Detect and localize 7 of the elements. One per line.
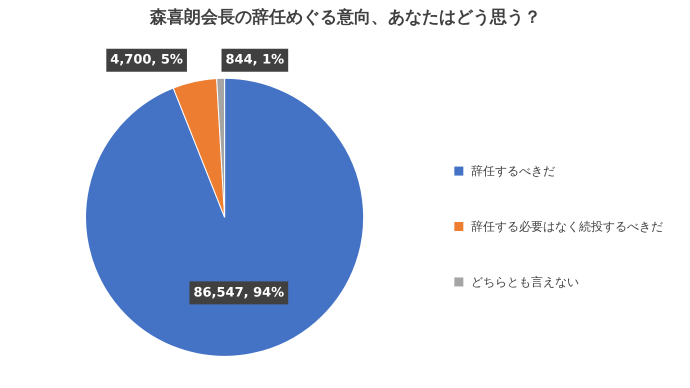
chart-title: 森喜朗会長の辞任めぐる意向、あなたはどう思う？ bbox=[149, 8, 541, 28]
legend-label: 辞任するべきだ bbox=[470, 164, 555, 178]
data-label: 4,700, 5% bbox=[110, 52, 183, 68]
data-label: 844, 1% bbox=[226, 52, 284, 68]
legend-label: 辞任する必要はなく続投するべきだ bbox=[470, 220, 663, 234]
legend-label: どちらとも言えない bbox=[470, 274, 579, 289]
data-label: 86,547, 94% bbox=[193, 285, 284, 300]
